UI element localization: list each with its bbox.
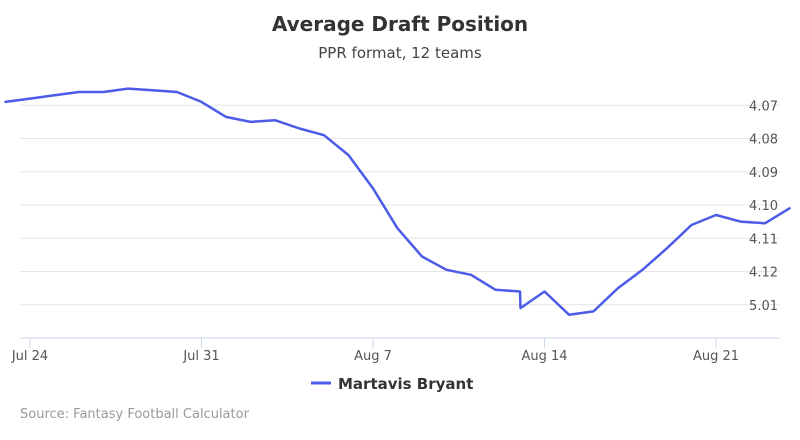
x-tick-label: Jul 24: [11, 349, 48, 364]
x-axis: Jul 24 Jul 31 Aug 7 Aug 14 Aug 21: [11, 337, 780, 364]
y-tick-label: 4.09: [749, 166, 778, 181]
x-tick-label: Aug 21: [693, 349, 739, 364]
y-tick-label: 4.12: [749, 266, 778, 281]
gridlines: [20, 104, 780, 306]
y-tick-label: 4.10: [749, 199, 778, 214]
chart-title: Average Draft Position: [272, 12, 528, 36]
y-tick-label: 4.11: [749, 232, 778, 247]
x-tick-label: Aug 14: [521, 349, 567, 364]
source-credit: Source: Fantasy Football Calculator: [20, 407, 250, 422]
x-tick-label: Jul 31: [182, 349, 219, 364]
legend[interactable]: Martavis Bryant: [311, 375, 473, 393]
y-tick-label: 4.07: [749, 99, 778, 114]
y-tick-label: 4.08: [749, 133, 778, 148]
series-lines: [4, 87, 791, 316]
x-tick-label: Aug 7: [354, 349, 392, 364]
y-tick-label: 5.01: [749, 299, 778, 314]
chart-subtitle: PPR format, 12 teams: [318, 44, 482, 62]
legend-label-martavis-bryant[interactable]: Martavis Bryant: [338, 375, 473, 393]
y-axis-ticks: 4.07 4.08 4.09 4.10 4.11 4.12 5.01: [749, 99, 778, 314]
series-line-martavis-bryant: [4, 87, 791, 316]
